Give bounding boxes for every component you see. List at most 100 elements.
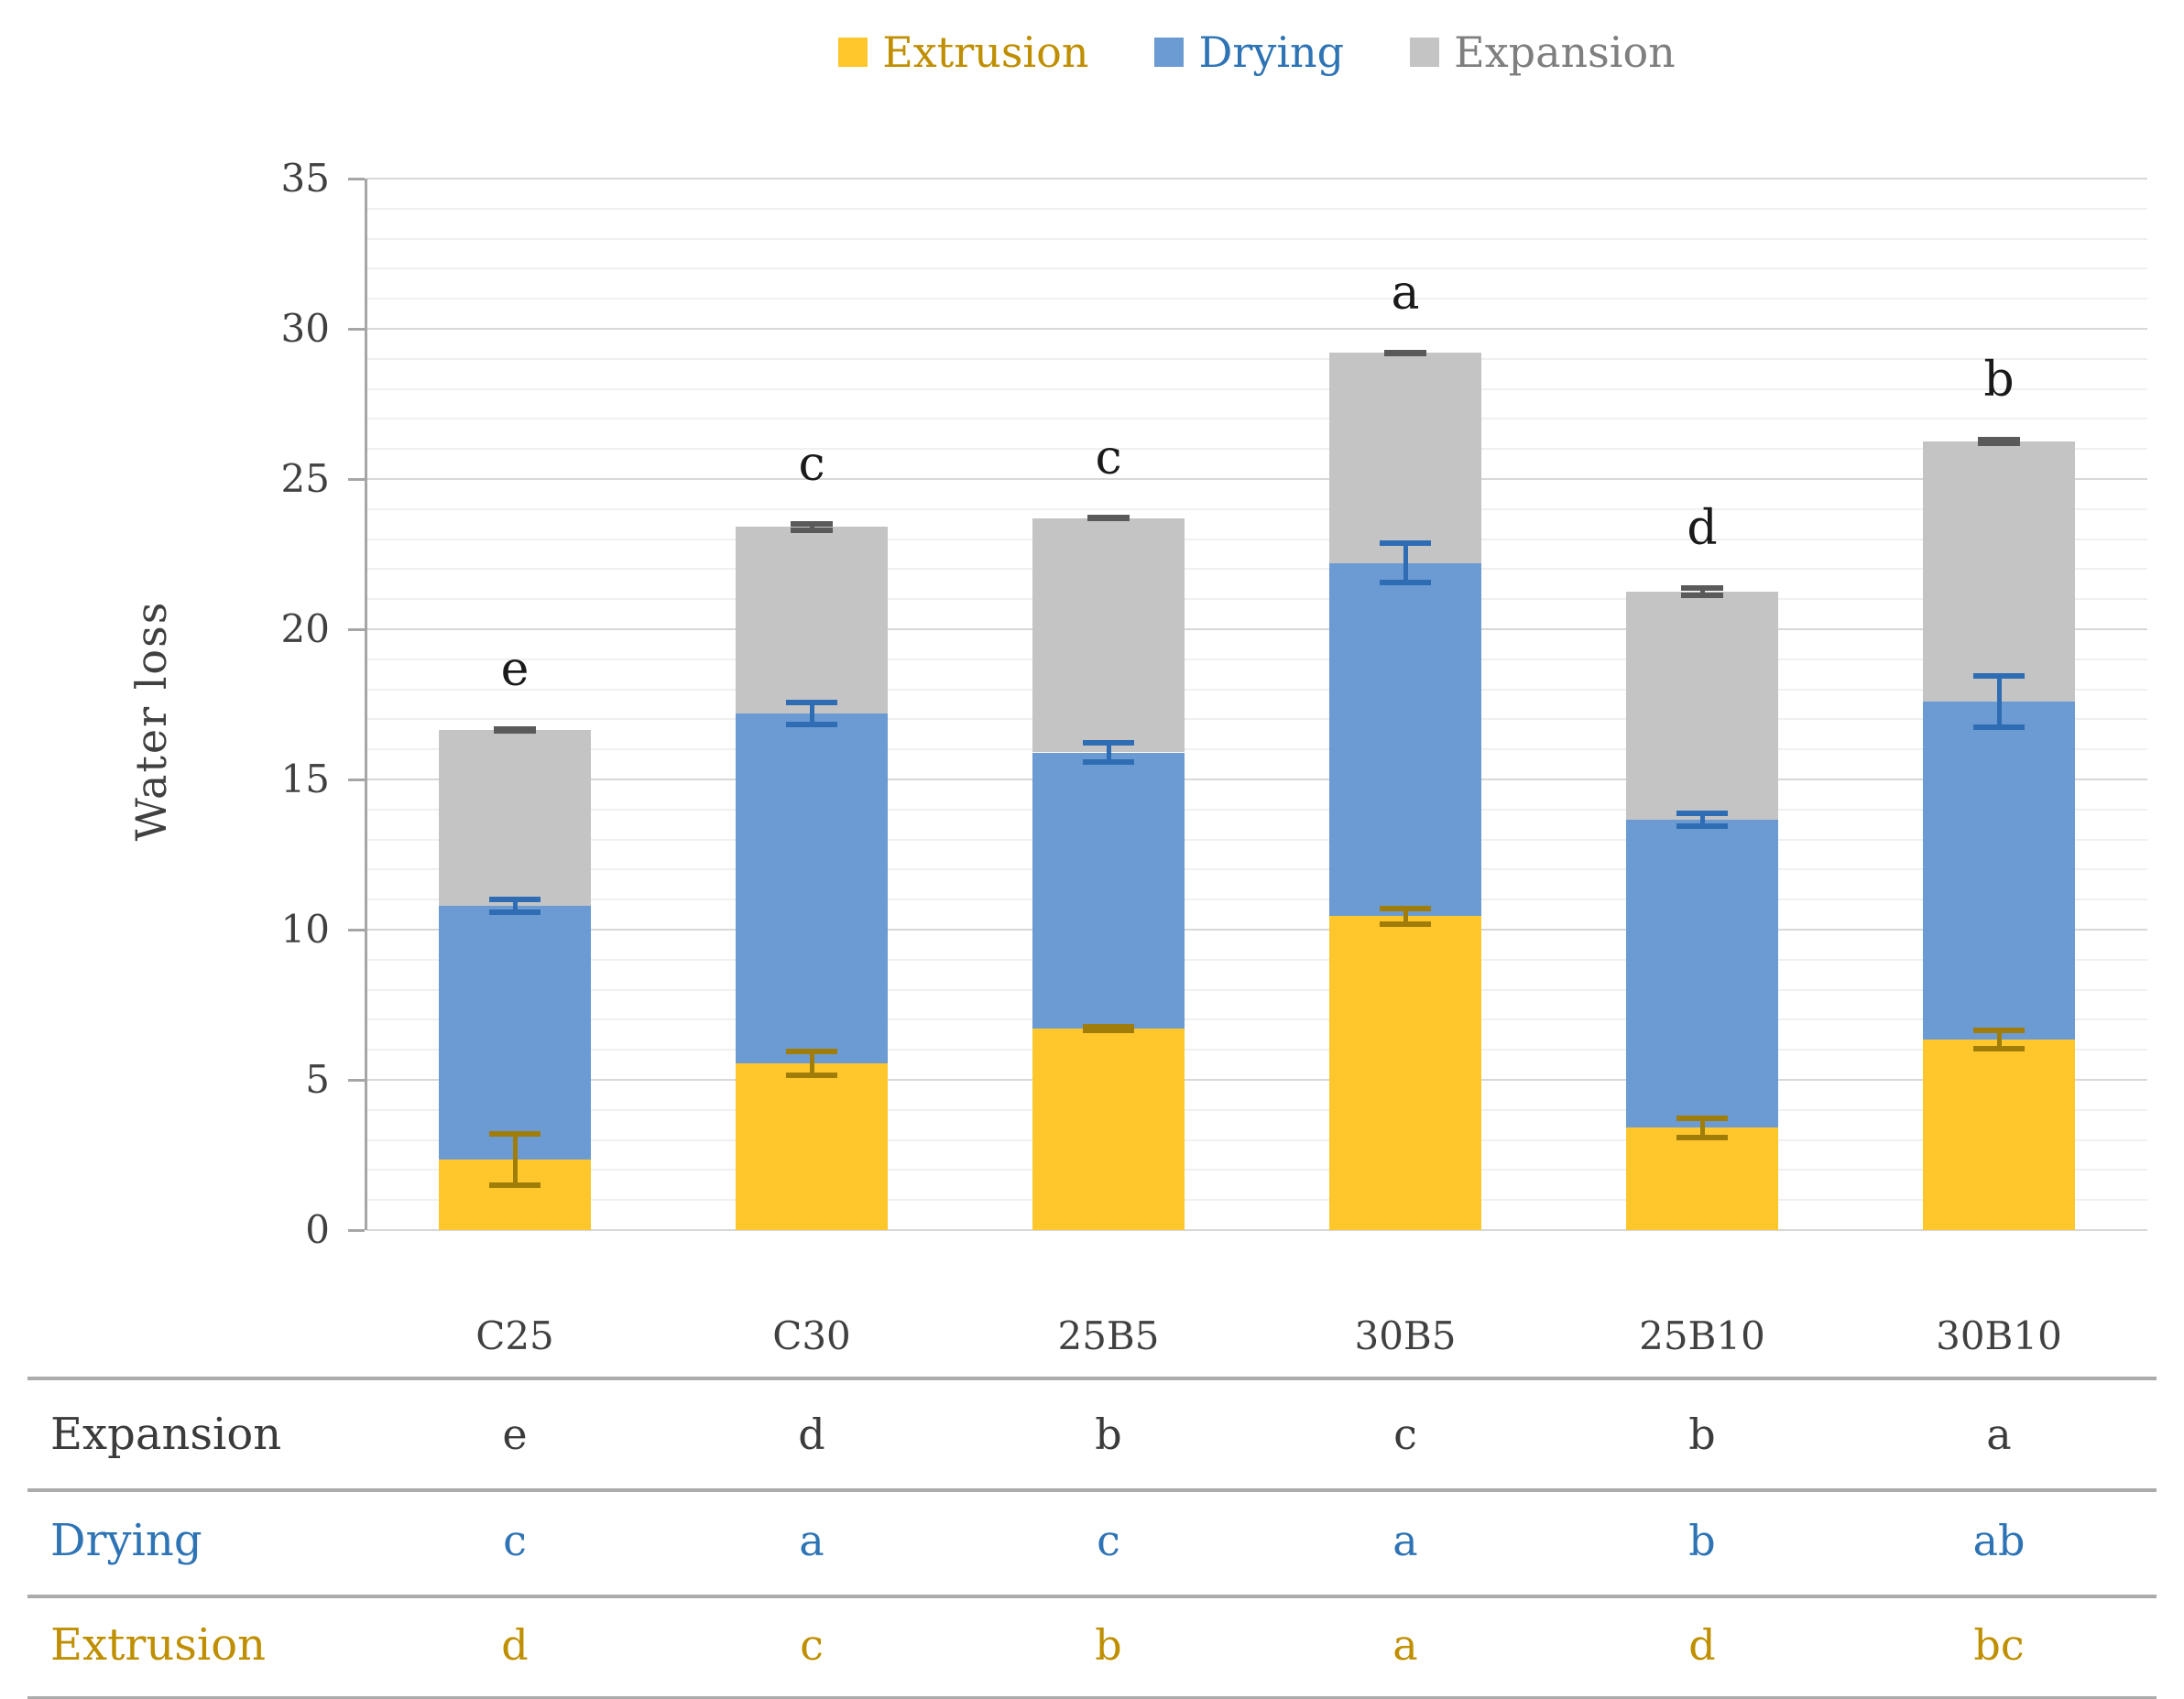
error-bar-cap [1380, 580, 1431, 586]
table-row-expansion: Expansion e d b c b a [0, 1399, 2184, 1469]
error-bar-25B10-expansion [1699, 585, 1705, 598]
x-category-label-C25: C25 [475, 1313, 554, 1358]
error-bar-cap [1973, 724, 2025, 730]
table-cell-expansion-30B10: a [1986, 1410, 2012, 1459]
table-row-drying: Drying c a c a b ab [0, 1506, 2184, 1575]
gridline-0 [366, 1229, 2147, 1231]
y-axis-tick-20 [348, 627, 365, 631]
y-axis-tick-5 [348, 1078, 365, 1082]
table-rule-mid2 [27, 1595, 2157, 1598]
bar-30B5-drying [1329, 562, 1481, 917]
gridline-15 [366, 779, 2147, 780]
gridline-20 [366, 628, 2147, 630]
gridline-9 [366, 958, 2147, 961]
error-bar-cap [1978, 440, 2020, 446]
gridline-27 [366, 418, 2147, 420]
plot-area [366, 178, 2147, 1231]
error-bar-cap [791, 520, 833, 527]
y-axis-tick-25 [348, 477, 365, 481]
gridline-5 [366, 1079, 2147, 1081]
gridline-28 [366, 387, 2147, 390]
error-bar-C25-drying [512, 896, 518, 915]
error-bar-C25-extrusion [512, 1130, 518, 1189]
y-axis-tick-label-10: 10 [280, 907, 330, 952]
error-bar-cap [1681, 592, 1723, 598]
error-bar-cap [1083, 1028, 1134, 1034]
gridline-3 [366, 1138, 2147, 1141]
gridline-11 [366, 899, 2147, 901]
drying-swatch-icon [1154, 38, 1185, 67]
y-axis-tick-label-25: 25 [280, 456, 330, 501]
bar-letter-30B10: b [1983, 353, 2015, 408]
error-bar-cap [1676, 823, 1728, 830]
table-rule-top [27, 1377, 2157, 1380]
error-bar-30B5-extrusion [1403, 905, 1408, 927]
gridline-25 [366, 478, 2147, 480]
error-bar-cap [1380, 540, 1431, 547]
bar-C30-drying [736, 713, 888, 1063]
gridline-26 [366, 448, 2147, 451]
bar-25B5-drying [1032, 752, 1185, 1029]
error-bar-cap [1087, 515, 1130, 521]
table-cell-extrusion-25B5: b [1095, 1620, 1122, 1670]
table-row-label-drying: Drying [50, 1515, 202, 1566]
bar-letter-25B10: d [1687, 501, 1718, 557]
table-cell-expansion-25B5: b [1095, 1410, 1122, 1459]
error-bar-cap [1978, 437, 2020, 443]
error-bar-C30-extrusion [809, 1048, 814, 1079]
table-cell-extrusion-30B5: a [1392, 1620, 1418, 1670]
error-bar-cap [494, 727, 536, 734]
table-cell-extrusion-C25: d [501, 1620, 529, 1670]
error-bar-cap [489, 1182, 541, 1189]
bar-C25-expansion [439, 729, 591, 906]
y-axis-tick-label-0: 0 [305, 1207, 330, 1252]
gridline-30 [366, 328, 2147, 330]
error-bar-cap [1676, 1134, 1728, 1140]
gridline-34 [366, 207, 2147, 210]
gridline-22 [366, 568, 2147, 571]
bar-C30-expansion [736, 527, 888, 713]
bar-25B10-expansion [1626, 592, 1778, 821]
gridline-8 [366, 988, 2147, 991]
table-cell-drying-30B5: a [1392, 1516, 1418, 1565]
gridline-18 [366, 688, 2147, 691]
error-bar-cap [786, 700, 837, 706]
gridline-16 [366, 748, 2147, 751]
y-axis-title: Water loss [126, 600, 176, 842]
gridline-7 [366, 1018, 2147, 1021]
gridline-12 [366, 868, 2147, 871]
x-category-label-25B10: 25B10 [1639, 1313, 1765, 1358]
y-axis-tick-15 [348, 778, 365, 781]
error-bar-cap [489, 1130, 541, 1137]
y-axis-tick-label-30: 30 [280, 306, 330, 351]
gridline-31 [366, 298, 2147, 300]
table-rule-mid1 [27, 1488, 2157, 1492]
y-axis-line [365, 179, 367, 1230]
expansion-swatch-icon [1410, 38, 1440, 67]
x-category-label-30B5: 30B5 [1354, 1313, 1457, 1358]
error-bar-25B10-drying [1699, 811, 1705, 830]
table-cell-expansion-C30: d [798, 1410, 825, 1459]
legend-item-drying: Drying [1154, 27, 1344, 77]
legend-label-drying: Drying [1198, 27, 1345, 77]
bar-25B5-expansion [1032, 517, 1185, 753]
bar-25B5-extrusion [1032, 1029, 1185, 1230]
gridline-21 [366, 598, 2147, 601]
gridline-19 [366, 658, 2147, 660]
bar-30B5-extrusion [1329, 916, 1481, 1230]
bar-30B10-expansion [1923, 441, 2075, 702]
legend-label-extrusion: Extrusion [882, 27, 1089, 77]
bar-C25-drying [439, 905, 591, 1160]
error-bar-cap [1083, 1024, 1134, 1030]
x-category-label-25B5: 25B5 [1057, 1313, 1160, 1358]
y-axis-tick-0 [348, 1228, 365, 1232]
gridline-13 [366, 838, 2147, 841]
error-bar-C30-drying [809, 700, 814, 727]
bar-25B10-extrusion [1626, 1127, 1778, 1230]
error-bar-cap [786, 721, 837, 727]
error-bar-25B5-drying [1106, 740, 1111, 765]
x-category-label-C30: C30 [772, 1313, 851, 1358]
table-cell-expansion-25B10: b [1688, 1410, 1716, 1459]
gridline-35 [366, 178, 2147, 180]
